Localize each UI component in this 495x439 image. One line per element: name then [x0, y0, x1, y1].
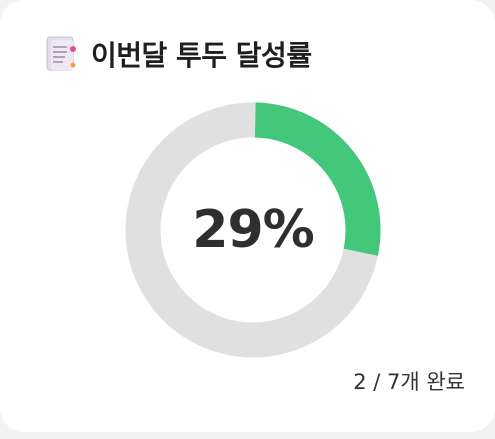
card-title: 이번달 투두 달성률 — [91, 39, 312, 72]
completion-summary: 2 / 7개 완료 — [353, 370, 465, 394]
percent-label: 29% — [192, 200, 314, 260]
donut-completed-arc — [254, 102, 381, 256]
memo-icon — [46, 36, 76, 71]
progress-donut: 29% — [122, 99, 384, 361]
card-header: 이번달 투두 달성률 — [45, 34, 312, 74]
donut-chart — [125, 102, 381, 358]
